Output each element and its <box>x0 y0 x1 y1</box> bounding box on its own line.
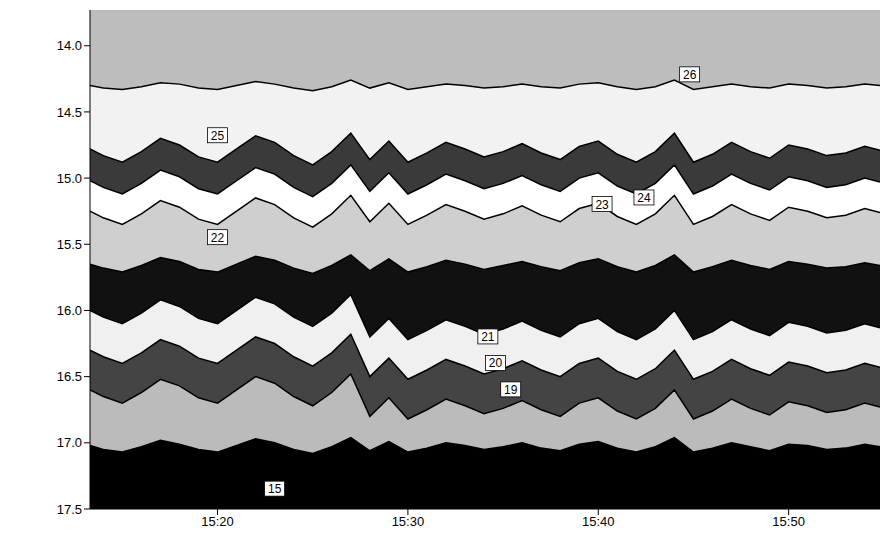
svg-text:14.0: 14.0 <box>57 38 82 53</box>
svg-text:26: 26 <box>683 68 697 82</box>
svg-text:24: 24 <box>637 191 651 205</box>
svg-text:17.0: 17.0 <box>57 435 82 450</box>
svg-text:15:30: 15:30 <box>392 514 425 529</box>
svg-text:25: 25 <box>211 129 225 143</box>
svg-text:15: 15 <box>268 482 282 496</box>
svg-text:20: 20 <box>489 356 503 370</box>
svg-text:23: 23 <box>595 198 609 212</box>
svg-text:17.5: 17.5 <box>57 502 82 517</box>
svg-text:22: 22 <box>211 231 225 245</box>
svg-text:15.0: 15.0 <box>57 171 82 186</box>
svg-text:16.0: 16.0 <box>57 303 82 318</box>
svg-text:15.5: 15.5 <box>57 237 82 252</box>
svg-text:21: 21 <box>481 330 495 344</box>
svg-text:15:50: 15:50 <box>772 514 805 529</box>
svg-text:14.5: 14.5 <box>57 105 82 120</box>
svg-text:19: 19 <box>504 383 518 397</box>
svg-text:16.5: 16.5 <box>57 369 82 384</box>
svg-text:15:20: 15:20 <box>201 514 234 529</box>
svg-text:15:40: 15:40 <box>582 514 615 529</box>
